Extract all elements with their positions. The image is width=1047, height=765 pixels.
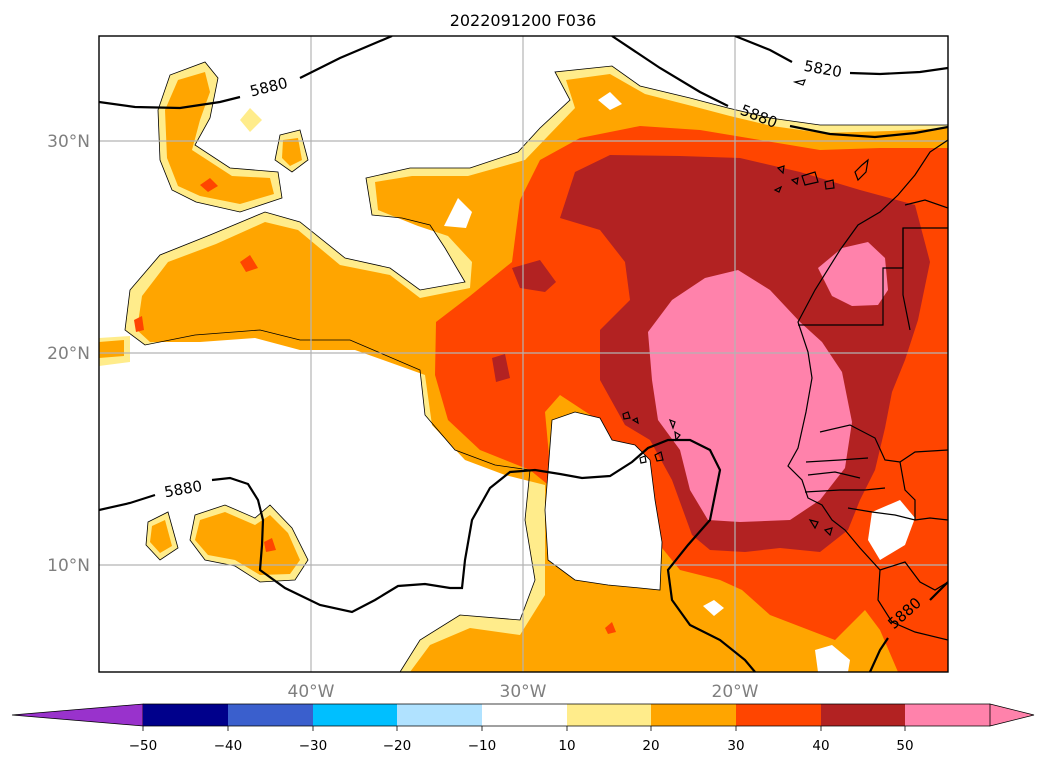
- cb-label-2: −40: [214, 738, 243, 754]
- contour-5880-south-b: [211, 438, 756, 672]
- island-la-palma: [776, 165, 785, 175]
- colorbar-seg-7: [651, 704, 736, 726]
- contour-5880-north-west-b: [299, 36, 393, 79]
- contour-5820-a: [734, 36, 793, 63]
- lat-label-30n: 30°N: [47, 132, 90, 152]
- contour-5880-southeast-a: [868, 637, 889, 672]
- border-gambia-south: [807, 471, 861, 479]
- cb-label-6: 10: [558, 738, 575, 754]
- island-fuerteventura: [854, 158, 869, 182]
- cb-label-4: −20: [383, 738, 412, 754]
- contour-holes: [444, 92, 915, 672]
- island-fogo: [639, 455, 647, 464]
- cb-label-3: −30: [299, 738, 328, 754]
- island-hierro: [773, 185, 783, 193]
- lon-label-20w: 20°W: [712, 682, 759, 702]
- colorbar-seg-1: [143, 704, 228, 726]
- island-gran-canaria: [824, 179, 835, 190]
- island-boa-vista: [674, 430, 681, 442]
- island-tenerife: [801, 171, 819, 186]
- colorbar-ticks: [142, 726, 906, 731]
- colorbar-extend-high: [989, 703, 1035, 727]
- border-senegal-mauritania: [819, 424, 948, 463]
- lon-label-30w: 30°W: [500, 682, 547, 702]
- coastlines: [787, 139, 948, 641]
- colorbar: −50 −40 −30 −20 −10 10 20 30 40 50: [11, 703, 1035, 754]
- border-guinea: [847, 507, 948, 521]
- cb-label-1: −50: [129, 738, 158, 754]
- contour-5880-southeast-b: [929, 581, 948, 601]
- islands: [622, 79, 869, 537]
- lon-label-40w: 40°W: [288, 682, 335, 702]
- lat-label-20n: 20°N: [47, 344, 90, 364]
- island-bijagos-1: [808, 519, 819, 530]
- colorbar-seg-8: [736, 704, 821, 726]
- colorbar-tick-labels: −50 −40 −30 −20 −10 10 20 30 40 50: [129, 738, 914, 754]
- border-mauritania-western-sahara: [798, 227, 948, 326]
- contour-outline-10: [124, 61, 948, 672]
- island-gomera: [790, 177, 799, 186]
- island-santo-antao: [622, 411, 631, 420]
- contour-5880-south-a: [99, 493, 156, 512]
- cb-label-5: −10: [468, 738, 497, 754]
- lat-label-10n: 10°N: [47, 556, 90, 576]
- border-mali-guinea: [899, 461, 916, 520]
- colorbar-seg-4: [397, 704, 482, 726]
- latitude-labels: 30°N 20°N 10°N: [47, 132, 90, 576]
- island-bijagos-2: [823, 527, 833, 537]
- border-mauritania-north: [902, 228, 911, 331]
- height-contours: [99, 36, 948, 672]
- colorbar-extend-low: [11, 703, 144, 727]
- island-sal: [668, 418, 676, 430]
- border-sierra-leone: [879, 561, 948, 591]
- longitude-labels: 40°W 30°W 20°W: [288, 682, 759, 702]
- gridlines: [99, 36, 948, 672]
- border-morocco-algeria: [904, 199, 948, 209]
- island-santiago: [654, 451, 664, 462]
- colorbar-seg-10: [905, 704, 990, 726]
- cb-label-10: 50: [896, 738, 913, 754]
- colorbar-seg-5: [482, 704, 567, 726]
- contour-5820-b: [849, 66, 948, 76]
- island-sao-vicente: [631, 417, 639, 425]
- cb-label-7: 20: [642, 738, 659, 754]
- colorbar-seg-6: [567, 704, 651, 726]
- map-frame: [98, 35, 949, 673]
- border-gambia-north: [805, 457, 869, 463]
- colorbar-seg-3: [313, 704, 397, 726]
- colorbar-seg-2: [228, 704, 313, 726]
- border-guinea-bissau: [804, 487, 886, 493]
- figure-title: 2022091200 F036: [450, 11, 597, 30]
- cb-label-9: 40: [812, 738, 829, 754]
- map-panel: 5880 5820 5880 5880 5880: [98, 35, 949, 673]
- cb-label-8: 30: [727, 738, 744, 754]
- contour-5880-north-east-a: [611, 36, 729, 107]
- island-madeira: [792, 79, 806, 86]
- contour-5880-north-west-a: [99, 95, 241, 110]
- colorbar-seg-9: [821, 704, 905, 726]
- contour-5880-north-east-b: [789, 124, 948, 139]
